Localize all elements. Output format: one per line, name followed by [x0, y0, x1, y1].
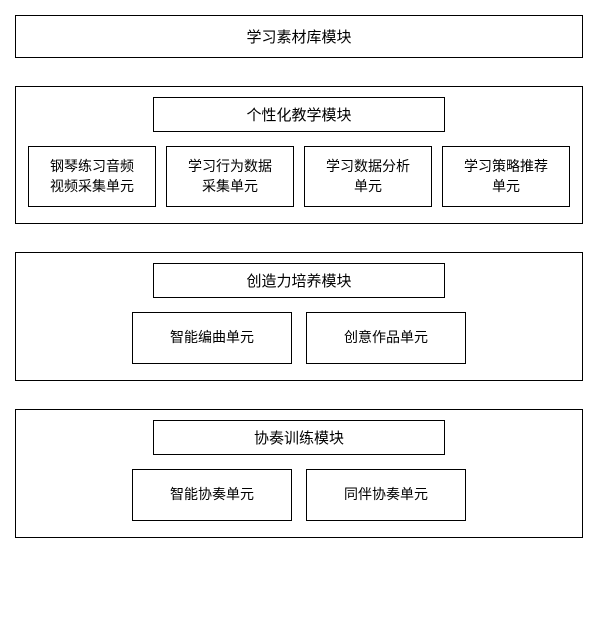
unit-label: 创意作品单元 — [344, 328, 428, 348]
module-personalized-units: 钢琴练习音频 视频采集单元 学习行为数据 采集单元 学习数据分析 单元 学习策略… — [28, 146, 570, 207]
module-ensemble-units: 智能协奏单元 同伴协奏单元 — [28, 469, 570, 521]
unit-creative-works: 创意作品单元 — [306, 312, 466, 364]
unit-behavior-capture: 学习行为数据 采集单元 — [166, 146, 294, 207]
unit-peer-ensemble: 同伴协奏单元 — [306, 469, 466, 521]
unit-smart-ensemble: 智能协奏单元 — [132, 469, 292, 521]
module-personalized: 个性化教学模块 钢琴练习音频 视频采集单元 学习行为数据 采集单元 学习数据分析… — [15, 86, 583, 224]
module-materials-title: 学习素材库模块 — [246, 29, 351, 46]
unit-label-line1: 学习策略推荐 — [464, 157, 548, 177]
unit-strategy-recommend: 学习策略推荐 单元 — [442, 146, 570, 207]
unit-label-line2: 单元 — [492, 177, 520, 197]
unit-label-line2: 采集单元 — [202, 177, 258, 197]
module-creativity-units: 智能编曲单元 创意作品单元 — [28, 312, 570, 364]
module-creativity-title-box: 创造力培养模块 — [153, 263, 446, 298]
module-personalized-title: 个性化教学模块 — [246, 107, 351, 124]
module-ensemble-title-box: 协奏训练模块 — [153, 420, 446, 455]
module-ensemble: 协奏训练模块 智能协奏单元 同伴协奏单元 — [15, 409, 583, 538]
unit-label-line1: 学习行为数据 — [188, 157, 272, 177]
unit-piano-av-capture: 钢琴练习音频 视频采集单元 — [28, 146, 156, 207]
module-materials: 学习素材库模块 — [15, 15, 583, 58]
unit-label-line2: 单元 — [354, 177, 382, 197]
module-personalized-title-box: 个性化教学模块 — [153, 97, 446, 132]
unit-label-line1: 学习数据分析 — [326, 157, 410, 177]
unit-label: 智能编曲单元 — [170, 328, 254, 348]
unit-label: 同伴协奏单元 — [344, 485, 428, 505]
module-creativity-title: 创造力培养模块 — [246, 273, 351, 290]
unit-data-analysis: 学习数据分析 单元 — [304, 146, 432, 207]
unit-label-line2: 视频采集单元 — [50, 177, 134, 197]
unit-label: 智能协奏单元 — [170, 485, 254, 505]
unit-label-line1: 钢琴练习音频 — [50, 157, 134, 177]
module-creativity: 创造力培养模块 智能编曲单元 创意作品单元 — [15, 252, 583, 381]
unit-smart-composition: 智能编曲单元 — [132, 312, 292, 364]
module-ensemble-title: 协奏训练模块 — [254, 430, 344, 447]
